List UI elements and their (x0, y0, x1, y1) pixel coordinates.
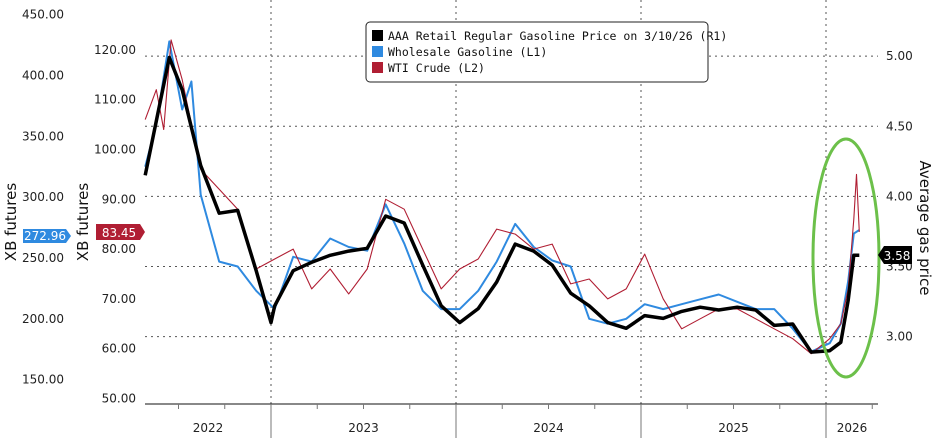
series-line-aaa-retail-regular-gasoline-price (143, 55, 860, 354)
legend-label-retail: AAA Retail Regular Gasoline Price on 3/1… (388, 29, 727, 43)
highlight-ellipse (811, 137, 881, 379)
l1-tick-label: 450.00 (22, 8, 64, 22)
x-tick-label: 2023 (348, 421, 379, 435)
legend-swatch-wholesale (372, 46, 383, 57)
l2-tick-label: 50.00 (102, 392, 136, 406)
l1-axis-title: XB futures (2, 183, 20, 262)
l1-last-value: 272.96 (24, 229, 66, 243)
x-axis: 2022 2023 2024 2025 2026 (145, 403, 878, 438)
legend-label-wti: WTI Crude (L2) (388, 61, 485, 75)
series-line-wholesale-gasoline (144, 40, 860, 353)
x-tick-label: 2024 (533, 421, 564, 435)
x-tick-label: 2026 (837, 421, 868, 435)
r1-tick-label: 5.00 (886, 49, 913, 63)
l1-tick-label: 300.00 (22, 190, 64, 204)
l2-last-value: 83.45 (102, 226, 136, 240)
r1-tick-label: 4.00 (886, 189, 913, 203)
legend: AAA Retail Regular Gasoline Price on 3/1… (365, 21, 727, 83)
l2-tick-label: 100.00 (94, 142, 136, 156)
l1-tick-label: 250.00 (22, 251, 64, 265)
l1-tick-label: 400.00 (22, 68, 64, 82)
series-lines (143, 39, 860, 355)
legend-swatch-retail (372, 30, 383, 41)
l2-axis-title: XB futures (74, 183, 92, 262)
l1-last-value-tag: 272.96 (23, 229, 71, 243)
l2-tick-label: 60.00 (102, 342, 136, 356)
l2-tick-label: 80.00 (102, 242, 136, 256)
l1-tick-label: 150.00 (22, 373, 64, 387)
r1-tick-label: 3.00 (886, 330, 913, 344)
r1-last-value-tag: 3.58 (878, 246, 912, 264)
l2-tick-label: 110.00 (94, 93, 136, 107)
l2-tick-label: 70.00 (102, 292, 136, 306)
legend-swatch-wti (372, 62, 383, 73)
legend-label-wholesale: Wholesale Gasoline (L1) (388, 45, 547, 59)
r1-axis-title: Average gas price (916, 161, 934, 296)
r1-tick-label: 4.50 (886, 119, 913, 133)
y-axes: 3.003.504.004.505.00150.00200.00250.0030… (22, 8, 913, 406)
l2-last-value-tag: 83.45 (96, 224, 145, 240)
l1-tick-label: 350.00 (22, 129, 64, 143)
x-tick-label: 2025 (718, 421, 749, 435)
l2-tick-label: 90.00 (102, 192, 136, 206)
l1-tick-label: 200.00 (22, 312, 64, 326)
x-tick-label: 2022 (193, 421, 224, 435)
r1-last-value: 3.58 (884, 249, 911, 263)
l2-tick-label: 120.00 (94, 43, 136, 57)
